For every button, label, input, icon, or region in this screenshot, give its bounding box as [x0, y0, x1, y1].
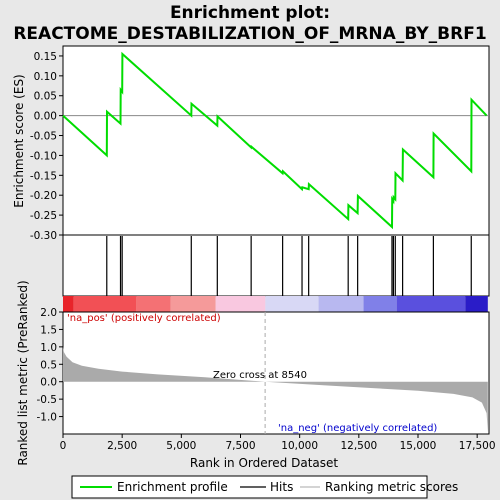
x-axis-tick-label: 17,500 — [459, 440, 496, 452]
color-bar-segment — [63, 296, 74, 312]
metric-y-tick-label: 0.5 — [40, 359, 57, 371]
hit-marks — [106, 236, 472, 296]
es-y-tick-label: -0.15 — [30, 170, 57, 182]
es-y-ticks: -0.30 -0.25 -0.20 -0.15 -0.10 -0.05 0.00 0.05 0.… — [30, 51, 63, 242]
legend-metric-label: Ranking metric scores — [325, 480, 458, 494]
metric-y-tick-label: 2.0 — [40, 307, 57, 319]
color-bar-segment — [265, 296, 319, 312]
color-bar-segment — [215, 296, 266, 312]
x-axis-tick-label: 12,500 — [340, 440, 377, 452]
es-y-tick-label: -0.05 — [30, 131, 57, 143]
legend: Enrichment profile Hits Ranking metric s… — [71, 475, 458, 499]
metric-y-tick-label: -0.5 — [37, 394, 58, 406]
rank-color-bar — [63, 296, 488, 312]
x-axis-tick-label: 7,500 — [225, 440, 255, 452]
x-axis-ticks: 0 2,500 5,000 7,500 10,000 12,500 15,000 17,500 — [60, 434, 496, 452]
es-y-tick-label: 0.10 — [34, 71, 57, 83]
metric-panel: -1.0 -0.5 0.0 0.5 1.0 1.5 2.0 'na_pos' (positi… — [16, 280, 490, 466]
es-panel: -0.30 -0.25 -0.20 -0.15 -0.10 -0.05 0.00 0.05 0.… — [12, 45, 490, 242]
es-panel-frame — [62, 45, 490, 236]
es-y-label: Enrichment score (ES) — [12, 74, 26, 207]
es-y-tick-label: 0.00 — [34, 111, 57, 123]
x-axis-tick-label: 0 — [60, 440, 67, 452]
metric-y-label: Ranked list metric (PreRanked) — [16, 280, 30, 465]
color-bar-segment — [73, 296, 137, 312]
es-y-tick-label: -0.20 — [30, 190, 57, 202]
metric-y-tick-label: 0.0 — [40, 377, 57, 389]
metric-y-tick-label: 1.5 — [40, 324, 57, 336]
es-y-tick-label: 0.15 — [34, 51, 57, 63]
x-axis-tick-label: 10,000 — [281, 440, 318, 452]
x-axis-tick-label: 5,000 — [166, 440, 196, 452]
metric-y-ticks: -1.0 -0.5 0.0 0.5 1.0 1.5 2.0 — [37, 307, 63, 424]
zero-cross-label: Zero cross at 8540 — [213, 370, 307, 381]
hits-panel — [62, 234, 490, 312]
metric-y-tick-label: 1.0 — [40, 342, 57, 354]
color-bar-segment — [363, 296, 397, 312]
metric-y-tick-label: -1.0 — [37, 412, 58, 424]
x-axis-tick-label: 15,000 — [400, 440, 437, 452]
color-bar-segment — [318, 296, 364, 312]
x-axis-tick-label: 2,500 — [107, 440, 137, 452]
es-y-tick-label: -0.30 — [30, 230, 57, 242]
color-bar-segment — [396, 296, 466, 312]
color-bar-segment — [136, 296, 171, 312]
legend-enrichment-label: Enrichment profile — [117, 480, 228, 494]
es-y-tick-label: -0.10 — [30, 150, 57, 162]
color-bar-segment — [170, 296, 216, 312]
legend-hits-label: Hits — [270, 480, 293, 494]
chart-title-line2: REACTOME_DESTABILIZATION_OF_MRNA_BY_BRF1 — [13, 24, 486, 44]
hits-panel-frame — [62, 234, 490, 297]
pos-correlated-label: 'na_pos' (positively correlated) — [67, 313, 221, 324]
enrichment-profile-line — [62, 51, 488, 230]
x-axis-label: Rank in Ordered Dataset — [190, 456, 338, 470]
ranking-metric-area — [63, 346, 488, 433]
color-bar-segment — [465, 296, 488, 312]
neg-correlated-label: 'na_neg' (negatively correlated) — [278, 423, 437, 434]
es-y-tick-label: 0.05 — [34, 91, 57, 103]
es-y-tick-label: -0.25 — [30, 210, 57, 222]
chart-title-line1: Enrichment plot: — [170, 3, 330, 23]
